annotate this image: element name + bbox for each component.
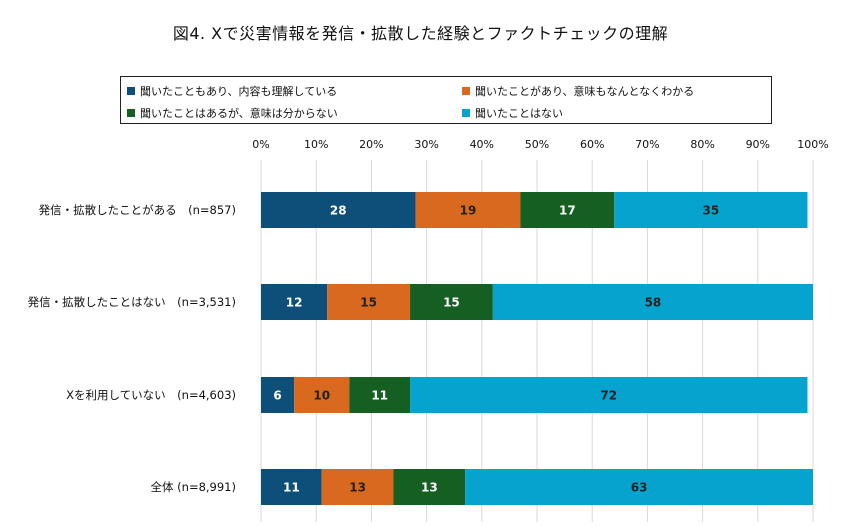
bar-segment: [261, 284, 328, 320]
bar-segment: [520, 192, 615, 228]
legend-item-not-understand: 聞いたことはあるが、意味は分からない: [127, 105, 338, 121]
legend-label-never-heard: 聞いたことはない: [475, 107, 563, 120]
value-label: 15: [360, 296, 377, 310]
value-label: 13: [349, 481, 366, 495]
value-label: 13: [421, 481, 438, 495]
chart-legend: 聞いたこともあり、内容も理解している 聞いたことがあり、意味もなんとなくわかる …: [120, 76, 772, 124]
value-label: 11: [371, 389, 388, 403]
x-tick-label: 30%: [414, 138, 438, 151]
legend-swatch-not-understand: [127, 109, 135, 117]
legend-item-somewhat: 聞いたことがあり、意味もなんとなくわかる: [462, 83, 694, 99]
category-label: 発信・拡散したことがある (n=857): [39, 203, 236, 217]
category-label: 発信・拡散したことはない (n=3,531): [28, 295, 236, 309]
legend-swatch-somewhat: [462, 87, 470, 95]
x-tick-label: 0%: [252, 138, 269, 151]
bar-segment: [261, 192, 416, 228]
x-tick-label: 90%: [746, 138, 770, 151]
legend-swatch-never-heard: [462, 109, 470, 117]
value-label: 10: [313, 389, 330, 403]
bar-segment: [327, 284, 411, 320]
bar-segment: [349, 377, 411, 413]
x-tick-label: 60%: [580, 138, 604, 151]
category-labels: 発信・拡散したことがある (n=857) 発信・拡散したことはない (n=3,53…: [28, 203, 236, 494]
bar-segment: [614, 192, 808, 228]
value-label: 58: [645, 296, 662, 310]
value-label: 17: [559, 204, 576, 218]
bar-segment: [465, 469, 813, 505]
x-tick-label: 40%: [470, 138, 494, 151]
bar-segment: [261, 469, 322, 505]
value-label: 6: [273, 389, 281, 403]
bar-segment: [492, 284, 813, 320]
value-label: 28: [330, 204, 347, 218]
value-label: 15: [443, 296, 460, 310]
category-label: Xを利用していない (n=4,603): [66, 388, 236, 402]
category-label: 全体 (n=8,991): [151, 480, 236, 494]
legend-label-somewhat: 聞いたことがあり、意味もなんとなくわかる: [475, 85, 695, 98]
x-axis-ticks: 0% 10% 20% 30% 40% 50% 60% 70% 80% 90% 100%: [252, 138, 828, 151]
value-label: 72: [600, 389, 617, 403]
legend-swatch-understand: [127, 87, 135, 95]
legend-label-understand: 聞いたこともあり、内容も理解している: [140, 85, 338, 98]
legend-item-understand: 聞いたこともあり、内容も理解している: [127, 83, 337, 99]
value-labels: 28 19 17 35 12 15 15 58 6 10 11 72 11 13 13 63: [273, 204, 719, 495]
x-tick-label: 100%: [797, 138, 828, 151]
bar-segment: [321, 469, 394, 505]
x-tick-label: 80%: [690, 138, 714, 151]
x-tick-label: 70%: [635, 138, 659, 151]
value-label: 63: [631, 481, 648, 495]
value-label: 11: [283, 481, 300, 495]
x-tick-label: 50%: [525, 138, 549, 151]
x-tick-label: 20%: [359, 138, 383, 151]
bar-segment: [393, 469, 466, 505]
bar-segment: [294, 377, 350, 413]
bar-segment: [410, 377, 808, 413]
value-label: 19: [460, 204, 477, 218]
bar-segments: [261, 192, 813, 505]
bar-segment: [410, 284, 493, 320]
value-label: 12: [286, 296, 303, 310]
legend-item-never-heard: 聞いたことはない: [462, 105, 563, 121]
x-tick-label: 10%: [304, 138, 328, 151]
value-label: 35: [703, 204, 720, 218]
bar-segment: [261, 377, 295, 413]
chart-title: 図4. Xで災害情報を発信・拡散した経験とファクトチェックの理解: [172, 24, 669, 43]
legend-label-not-understand: 聞いたことはあるが、意味は分からない: [140, 107, 338, 120]
bar-segment: [415, 192, 521, 228]
